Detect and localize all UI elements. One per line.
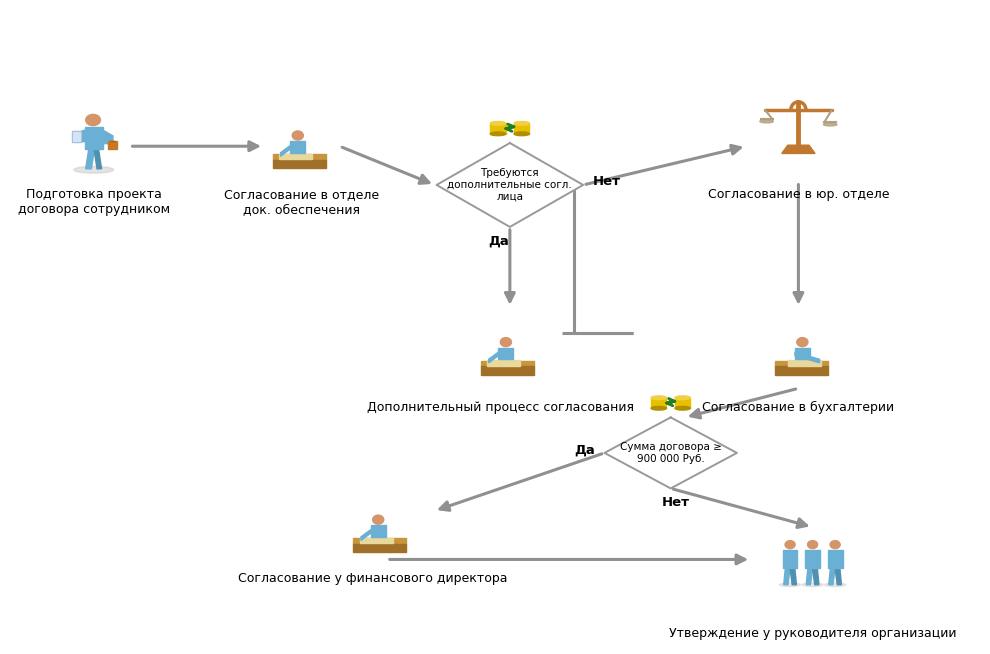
- Polygon shape: [489, 352, 499, 363]
- Text: Согласование в бухгалтерии: Согласование в бухгалтерии: [702, 402, 894, 415]
- Text: Подготовка проекта
договора сотрудником: Подготовка проекта договора сотрудником: [18, 188, 169, 216]
- Polygon shape: [290, 141, 305, 152]
- Polygon shape: [795, 347, 810, 359]
- Polygon shape: [605, 417, 737, 489]
- Ellipse shape: [675, 396, 690, 400]
- Text: Утверждение у руководителя организации: Утверждение у руководителя организации: [669, 627, 956, 640]
- Polygon shape: [103, 130, 113, 144]
- Ellipse shape: [808, 541, 818, 549]
- Polygon shape: [359, 538, 393, 543]
- Polygon shape: [490, 124, 506, 134]
- Polygon shape: [790, 568, 796, 585]
- Ellipse shape: [514, 132, 530, 135]
- Text: Согласование в юр. отделе: Согласование в юр. отделе: [708, 188, 889, 201]
- Text: Сумма договора ≥
900 000 Руб.: Сумма договора ≥ 900 000 Руб.: [620, 442, 722, 464]
- Text: Дополнительный процесс согласования: Дополнительный процесс согласования: [367, 402, 634, 414]
- Polygon shape: [108, 141, 117, 150]
- Polygon shape: [784, 568, 790, 585]
- Polygon shape: [788, 360, 821, 366]
- Polygon shape: [481, 361, 534, 366]
- Polygon shape: [829, 568, 836, 585]
- Polygon shape: [828, 551, 842, 568]
- Polygon shape: [675, 398, 690, 408]
- Polygon shape: [272, 160, 326, 168]
- Ellipse shape: [490, 122, 506, 125]
- Polygon shape: [836, 568, 842, 585]
- Polygon shape: [73, 131, 80, 141]
- Polygon shape: [72, 131, 81, 142]
- Text: Требуются
дополнительные согл.
лица: Требуются дополнительные согл. лица: [447, 168, 572, 201]
- Polygon shape: [774, 366, 828, 375]
- Text: Да: Да: [488, 235, 509, 248]
- Ellipse shape: [74, 166, 114, 173]
- Polygon shape: [75, 130, 84, 142]
- Polygon shape: [782, 145, 815, 154]
- Polygon shape: [813, 568, 819, 585]
- Ellipse shape: [651, 396, 666, 400]
- Ellipse shape: [759, 120, 773, 123]
- Ellipse shape: [292, 131, 303, 140]
- Polygon shape: [806, 568, 813, 585]
- Ellipse shape: [785, 541, 795, 549]
- Polygon shape: [499, 347, 514, 359]
- Polygon shape: [353, 543, 406, 552]
- Text: Да: Да: [574, 443, 595, 456]
- Ellipse shape: [651, 406, 666, 410]
- Polygon shape: [774, 361, 828, 366]
- Text: Нет: Нет: [661, 496, 689, 509]
- Ellipse shape: [372, 515, 384, 525]
- Ellipse shape: [490, 132, 506, 135]
- Polygon shape: [514, 124, 530, 134]
- Polygon shape: [94, 150, 102, 169]
- Polygon shape: [783, 551, 798, 568]
- Ellipse shape: [86, 114, 100, 126]
- Ellipse shape: [500, 337, 512, 347]
- Polygon shape: [371, 525, 386, 537]
- Ellipse shape: [779, 583, 801, 587]
- Polygon shape: [361, 530, 371, 540]
- Polygon shape: [272, 154, 326, 160]
- Ellipse shape: [802, 583, 824, 587]
- Ellipse shape: [797, 337, 808, 347]
- Ellipse shape: [830, 541, 841, 549]
- Ellipse shape: [514, 122, 530, 125]
- Text: Нет: Нет: [593, 175, 621, 188]
- Polygon shape: [279, 154, 313, 159]
- Polygon shape: [805, 551, 820, 568]
- Ellipse shape: [675, 406, 690, 410]
- Polygon shape: [280, 145, 290, 156]
- Ellipse shape: [825, 583, 845, 587]
- Polygon shape: [84, 127, 103, 150]
- Polygon shape: [481, 366, 534, 375]
- Text: Согласование у финансового директора: Согласование у финансового директора: [238, 572, 508, 585]
- Polygon shape: [86, 150, 94, 169]
- Polygon shape: [795, 352, 820, 363]
- Ellipse shape: [824, 123, 837, 126]
- Polygon shape: [651, 398, 666, 408]
- Polygon shape: [487, 360, 521, 366]
- Polygon shape: [437, 143, 583, 227]
- Text: Согласование в отделе
док. обеспечения: Согласование в отделе док. обеспечения: [224, 188, 379, 216]
- Polygon shape: [353, 538, 406, 543]
